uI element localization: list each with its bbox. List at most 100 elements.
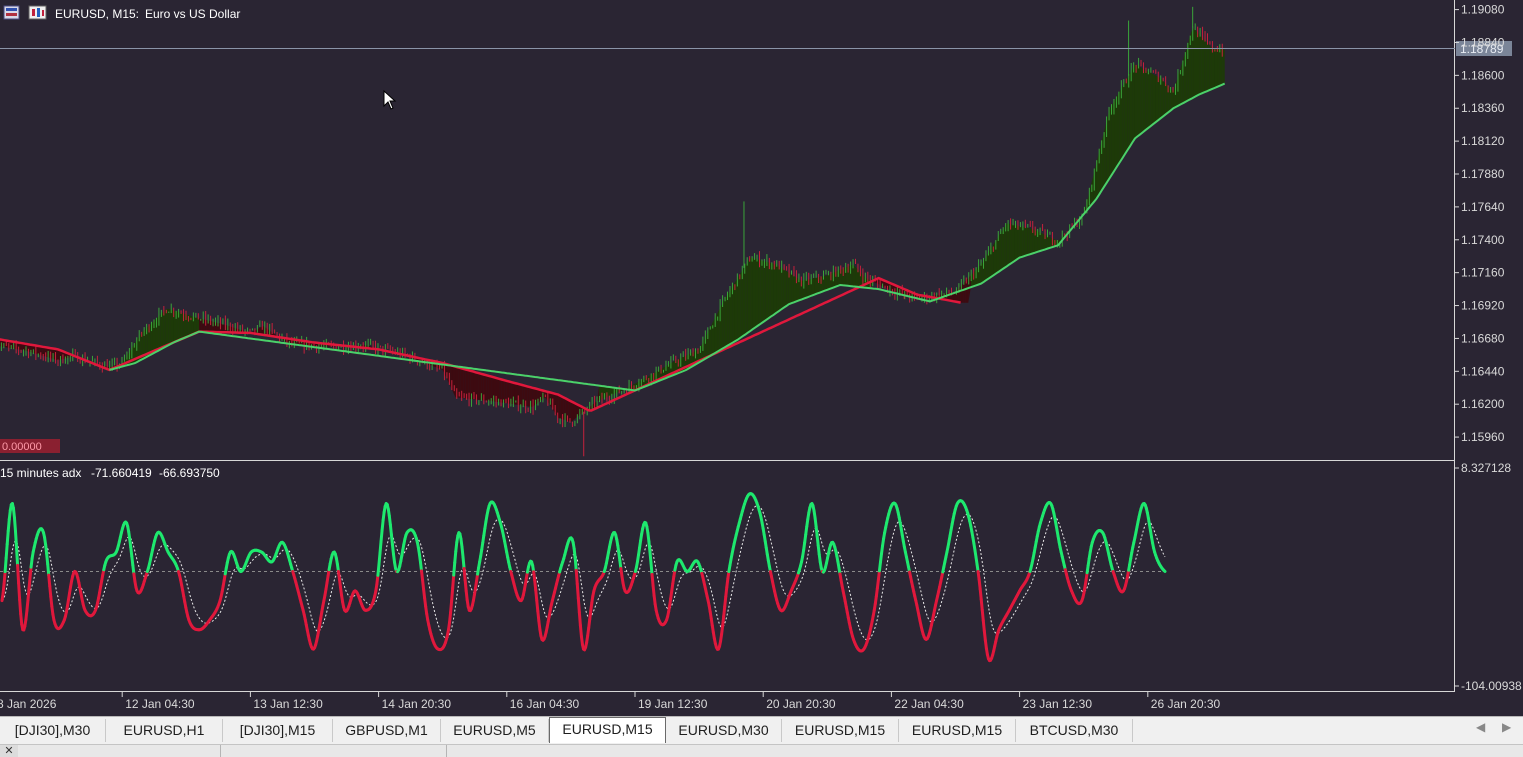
toolbox-divider <box>220 745 221 757</box>
indicator-line-segment <box>981 599 982 610</box>
time-axis-label: 20 Jan 20:30 <box>766 697 836 711</box>
tab-eurusd-h1[interactable]: EURUSD,H1 <box>106 719 223 742</box>
cloud-segment <box>1153 74 1156 124</box>
chart-symbol-title: EURUSD, M15: <box>55 7 139 21</box>
cloud-segment <box>743 266 746 336</box>
cloud-segment <box>1150 73 1153 127</box>
time-axis-label: 16 Jan 04:30 <box>510 697 580 711</box>
tab-eurusd-m15[interactable]: EURUSD,M15 <box>899 719 1016 742</box>
indicator-line-segment <box>465 580 466 591</box>
chart-canvas[interactable]: 1.18789 1.190801.188401.186001.183601.18… <box>0 0 1523 716</box>
tab-dji30-m15[interactable]: [DJI30],M15 <box>223 719 333 742</box>
cloud-segment <box>168 309 171 346</box>
main-price-panel[interactable] <box>0 0 1453 459</box>
indicator-line-segment <box>463 557 464 568</box>
time-axis-label: 22 Jan 04:30 <box>894 697 964 711</box>
window-menu-icon[interactable] <box>4 6 19 19</box>
tab-eurusd-m30[interactable]: EURUSD,M30 <box>666 719 782 742</box>
indicator-line-segment <box>5 558 6 572</box>
cloud-segment <box>776 264 779 313</box>
cloud-segment <box>1125 78 1128 154</box>
cloud-segment <box>773 264 776 315</box>
cloud-segment <box>1048 236 1051 248</box>
cloud-segment <box>1109 105 1112 178</box>
cloud-segment <box>999 232 1002 272</box>
indicator-line-segment <box>20 600 21 614</box>
tab-dji30-m30[interactable]: [DJI30],M30 <box>0 719 106 742</box>
price-axis-label: 1.16440 <box>1461 364 1505 378</box>
chevron-left-icon[interactable]: ◀ <box>1476 720 1485 734</box>
cloud-segment <box>1214 48 1217 88</box>
price-axis-label: 1.19080 <box>1461 3 1505 17</box>
price-axis-label: 1.17160 <box>1461 266 1505 280</box>
cloud-segment <box>997 236 1000 274</box>
indicator-line-segment <box>380 542 381 554</box>
indicator-axis-max: 8.327128 <box>1461 461 1511 475</box>
cloud-segment <box>1020 226 1023 258</box>
indicator-line-segment <box>7 531 8 544</box>
indicator-line-segment <box>1164 570 1165 571</box>
toolbox-strip: ✕ <box>0 744 1523 757</box>
chevron-right-icon[interactable]: ▶ <box>1502 720 1511 734</box>
indicator-line-segment <box>454 563 455 575</box>
cloud-segment <box>1194 29 1197 98</box>
time-axis-label: 26 Jan 20:30 <box>1151 697 1221 711</box>
cloud-segment <box>784 269 787 307</box>
indicator-line-segment <box>391 534 392 544</box>
price-axis-label: 1.17880 <box>1461 167 1505 181</box>
cloud-segment <box>1212 48 1215 89</box>
tab-eurusd-m5[interactable]: EURUSD,M5 <box>441 719 549 742</box>
indicator-line-segment <box>47 554 48 564</box>
indicator-line-segment <box>18 565 19 583</box>
cloud-segment <box>768 262 771 318</box>
cloud-segment <box>986 252 989 280</box>
price-axis-label: 1.18360 <box>1461 101 1505 115</box>
cloud-segment <box>489 376 492 401</box>
time-axis-label: 13 Jan 12:30 <box>253 697 323 711</box>
cloud-segment <box>527 386 530 406</box>
cloud-segment <box>502 379 505 402</box>
cloud-segment <box>499 379 502 403</box>
indicator-line-segment <box>575 558 576 570</box>
cloud-segment <box>1120 87 1123 162</box>
indicator-line-segment <box>19 583 20 600</box>
cloud-segment <box>712 319 715 355</box>
indicator-panel[interactable] <box>0 462 1453 691</box>
cloud-segment <box>766 262 769 321</box>
indicator-line-segment <box>464 568 465 579</box>
indicator-line-segment <box>379 553 380 564</box>
cloud-segment <box>520 384 523 405</box>
cloud-segment <box>1199 34 1202 94</box>
cloud-segment <box>1132 64 1135 142</box>
tab-gbpusd-m1[interactable]: GBPUSD,M1 <box>333 719 441 742</box>
cloud-segment <box>786 271 789 306</box>
indicator-line-segment <box>452 588 453 601</box>
indicator-line-segment <box>49 575 50 586</box>
cloud-segment <box>779 266 782 311</box>
indicator-value-1: -71.660419 <box>91 466 152 480</box>
indicator-line-segment <box>982 610 983 621</box>
close-icon[interactable]: ✕ <box>0 745 18 757</box>
cloud-segment <box>814 278 817 295</box>
cloud-segment <box>1022 227 1025 257</box>
price-axis-label: 1.16200 <box>1461 397 1505 411</box>
indicator-line-segment <box>4 572 5 584</box>
cloud-segment <box>1017 226 1020 260</box>
cloud-segment <box>825 275 828 290</box>
tab-eurusd-m15[interactable]: EURUSD,M15 <box>549 717 666 743</box>
tab-eurusd-m15[interactable]: EURUSD,M15 <box>782 719 899 742</box>
tab-btcusd-m30[interactable]: BTCUSD,M30 <box>1016 719 1133 742</box>
cloud-segment <box>1209 45 1212 90</box>
indicator-line-segment <box>21 614 22 624</box>
price-axis-label: 1.18840 <box>1461 35 1505 49</box>
indicator-line-segment <box>980 589 981 599</box>
cloud-segment <box>194 317 197 334</box>
chart-type-icon[interactable] <box>29 6 46 19</box>
cloud-segment <box>558 395 561 419</box>
indicator-line-segment <box>650 552 651 563</box>
price-axis[interactable]: 1.190801.188401.186001.183601.181201.178… <box>1455 3 1505 444</box>
indicator-line-segment <box>577 584 578 598</box>
